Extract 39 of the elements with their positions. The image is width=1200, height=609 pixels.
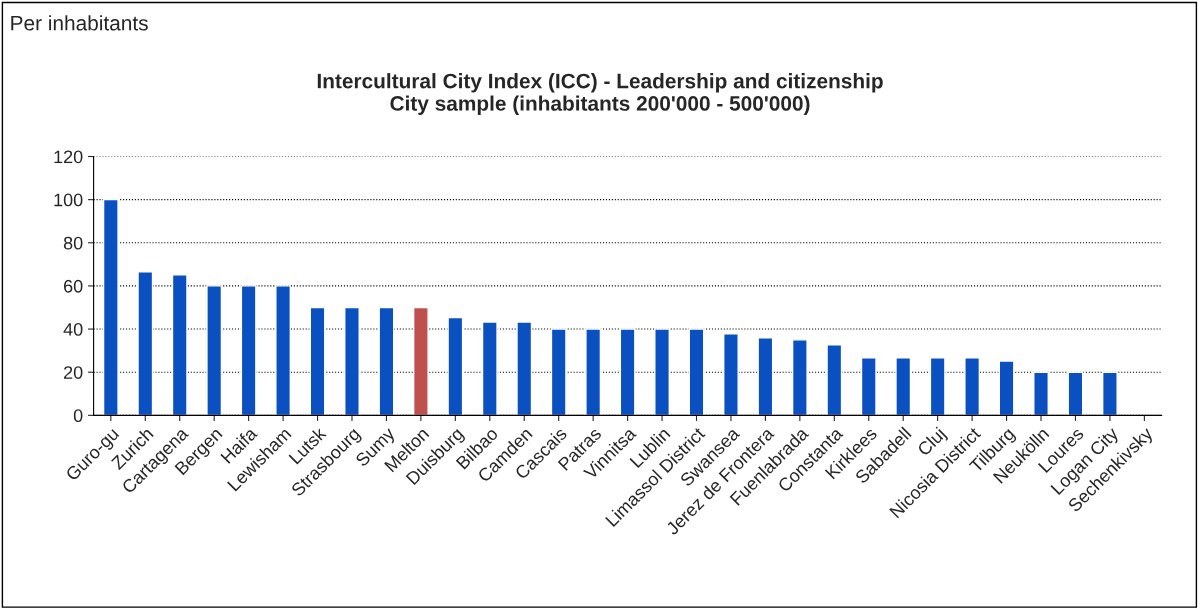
bar	[1067, 371, 1084, 416]
bar	[998, 360, 1015, 416]
bar	[1033, 371, 1049, 416]
bar	[102, 198, 119, 416]
bar	[412, 306, 429, 416]
y-tick-label: 100	[54, 193, 83, 207]
bar	[550, 328, 567, 416]
bar	[895, 357, 912, 416]
text: Per inhabitants	[11, 15, 148, 31]
bar	[964, 357, 981, 416]
bar	[206, 285, 223, 416]
bar	[654, 328, 670, 416]
bar	[619, 328, 636, 416]
bar	[826, 344, 843, 416]
bar	[240, 285, 257, 416]
bar	[791, 339, 808, 416]
y-tick-label: 20	[64, 366, 83, 379]
bar	[1101, 371, 1118, 416]
bar	[585, 328, 602, 416]
bar	[481, 321, 498, 416]
bar	[171, 274, 188, 416]
y-tick-label: 80	[63, 236, 83, 250]
bar	[378, 306, 395, 416]
chart-title: Intercultural City Index (ICC) - Leadership and citizenship City sample (inhabitants 200'000 - 500'000)	[317, 73, 883, 115]
bar	[275, 285, 292, 416]
bar	[447, 316, 464, 416]
y-tick-label: 40	[63, 323, 83, 336]
y-tick-label: 0	[73, 409, 83, 423]
y-tick-label: 60	[64, 279, 83, 293]
bar	[688, 328, 705, 416]
bar	[309, 306, 326, 416]
bar	[137, 270, 154, 416]
bar	[757, 336, 774, 416]
y-tick-label: 120	[54, 150, 83, 164]
bar	[860, 357, 877, 416]
bar	[929, 357, 946, 416]
bar	[344, 306, 360, 416]
bar	[723, 333, 739, 416]
bar	[516, 321, 533, 416]
